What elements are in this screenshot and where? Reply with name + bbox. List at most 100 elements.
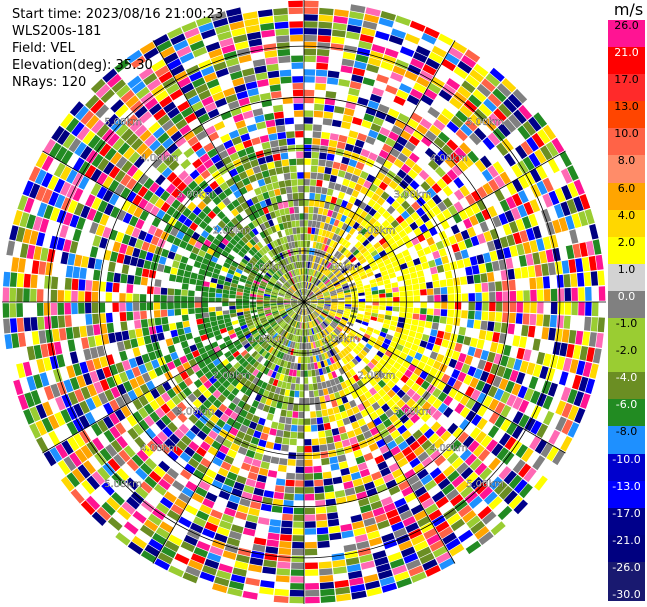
range-gate [472, 444, 485, 458]
range-gate [466, 319, 475, 329]
range-gate [231, 378, 240, 387]
range-gate [310, 172, 318, 180]
range-gate [530, 302, 537, 314]
range-gate [311, 276, 315, 284]
range-gate [194, 291, 202, 297]
range-gate [78, 314, 86, 326]
range-gate [197, 394, 207, 404]
range-gate [572, 344, 582, 360]
range-gate [389, 148, 401, 158]
range-gate [419, 118, 432, 130]
range-gate [326, 282, 333, 287]
range-gate [363, 314, 371, 320]
range-gate [598, 286, 606, 301]
range-gate [325, 195, 332, 203]
range-gate [372, 507, 385, 517]
range-gate [228, 402, 237, 411]
range-gate [315, 279, 320, 286]
range-gate [307, 291, 312, 297]
range-gate [311, 220, 317, 228]
range-gate [470, 177, 482, 190]
range-gate [332, 161, 341, 170]
range-gate [304, 439, 312, 446]
range-gate [324, 296, 331, 299]
range-gate [324, 297, 331, 300]
range-gate [397, 113, 410, 124]
range-gate [509, 245, 519, 257]
range-gate [378, 358, 387, 367]
range-gate [201, 291, 209, 297]
range-gate [359, 394, 368, 403]
range-gate [229, 309, 237, 314]
range-gate [354, 139, 365, 148]
range-gate [462, 510, 477, 523]
range-gate [316, 513, 327, 521]
range-gate [297, 425, 304, 432]
range-gate [349, 577, 364, 586]
range-gate [342, 537, 356, 546]
range-gate [440, 309, 448, 317]
range-gate [311, 269, 315, 276]
range-gate [385, 137, 396, 148]
range-gate [454, 402, 465, 414]
range-gate [381, 582, 398, 593]
range-gate [338, 237, 345, 245]
range-gate [304, 62, 316, 69]
range-gate [399, 291, 407, 297]
range-gate [304, 96, 314, 104]
range-gate [362, 357, 370, 365]
range-gate [555, 328, 563, 342]
range-gate [498, 212, 509, 225]
range-gate [279, 388, 286, 396]
range-gate [387, 358, 396, 366]
range-gate [391, 491, 404, 502]
range-gate [379, 266, 387, 273]
range-gate [200, 441, 211, 452]
range-gate [337, 307, 345, 311]
range-gate [582, 361, 593, 378]
range-gate [355, 319, 363, 324]
range-gate [482, 302, 489, 311]
range-gate [295, 473, 304, 480]
range-gate [295, 328, 299, 335]
range-gate [338, 297, 345, 301]
range-gate [414, 418, 425, 429]
range-gate [318, 437, 327, 445]
range-gate [284, 315, 290, 321]
range-gate [360, 560, 375, 570]
range-gate [301, 343, 304, 350]
range-gate [156, 263, 165, 272]
range-gate [366, 436, 376, 446]
range-gate [412, 313, 420, 320]
range-gate [153, 483, 167, 496]
range-gate [350, 340, 357, 348]
range-gate [372, 298, 379, 302]
range-gate [482, 182, 494, 195]
range-gate [326, 238, 332, 246]
range-gate [366, 271, 374, 278]
range-gate [345, 187, 354, 196]
range-gate [78, 279, 86, 291]
range-gate [417, 141, 429, 153]
range-gate [355, 207, 364, 216]
range-gate [310, 296, 316, 300]
range-gate [390, 353, 399, 362]
range-gate [338, 299, 345, 302]
range-gate [465, 181, 476, 193]
range-gate [326, 188, 334, 196]
range-gate [350, 350, 357, 358]
range-gate [373, 343, 381, 350]
range-gate [448, 46, 464, 60]
range-gate [344, 143, 355, 152]
range-gate [432, 250, 441, 260]
range-gate [190, 553, 206, 565]
range-gate [563, 315, 571, 329]
range-gate [446, 139, 459, 151]
range-gate [366, 587, 382, 597]
range-gate [335, 586, 351, 595]
range-gate [334, 227, 341, 235]
range-gate [340, 432, 349, 441]
range-gate [501, 78, 517, 93]
range-gate [112, 282, 120, 293]
range-gate [506, 182, 518, 196]
